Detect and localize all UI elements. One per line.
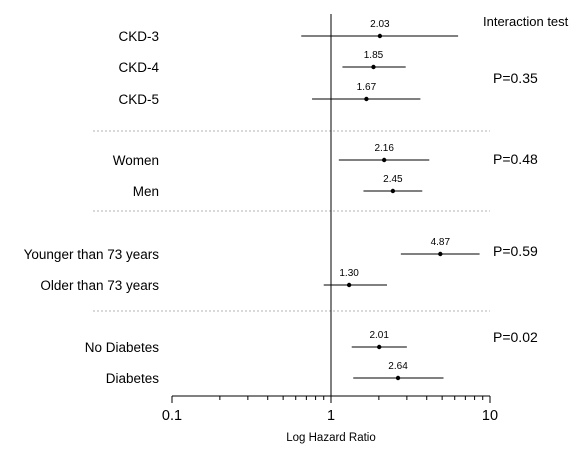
point-estimate — [377, 33, 383, 39]
interaction-header: Interaction test — [483, 14, 569, 29]
estimate-label: 2.45 — [383, 174, 403, 185]
row-label: Women — [113, 153, 159, 168]
row-label: Younger than 73 years — [24, 247, 160, 262]
row-label: Men — [133, 184, 159, 199]
row-label: Older than 73 years — [40, 278, 159, 293]
estimate-label: 2.03 — [370, 19, 390, 30]
x-tick-label: 0.1 — [162, 408, 182, 424]
estimate-label: 2.01 — [369, 330, 389, 341]
estimate-label: 2.64 — [388, 361, 408, 372]
row-label: No Diabetes — [85, 340, 160, 355]
x-tick-label: 1 — [327, 408, 335, 424]
point-estimate — [364, 96, 369, 102]
point-estimate — [346, 282, 352, 288]
point-estimate — [438, 251, 443, 257]
estimate-label: 1.67 — [357, 82, 377, 93]
row-label: CKD-5 — [118, 92, 159, 107]
point-estimate — [377, 344, 382, 350]
point-estimate — [371, 64, 376, 70]
point-estimate — [390, 188, 396, 194]
interaction-p-value: P=0.35 — [493, 70, 538, 86]
x-axis-title: Log Hazard Ratio — [286, 432, 376, 444]
x-tick-label: 10 — [482, 408, 498, 424]
interaction-p-value: P=0.59 — [493, 243, 538, 259]
estimate-label: 1.85 — [364, 50, 384, 61]
estimate-label: 4.87 — [431, 237, 451, 248]
row-label: Diabetes — [106, 371, 160, 386]
interaction-p-value: P=0.02 — [493, 329, 538, 345]
point-estimate — [395, 375, 401, 381]
estimate-label: 2.16 — [374, 143, 394, 154]
row-label: CKD-4 — [118, 60, 159, 75]
estimate-label: 1.30 — [339, 268, 359, 279]
interaction-p-value: P=0.48 — [493, 151, 538, 167]
row-label: CKD-3 — [118, 29, 159, 44]
point-estimate — [381, 157, 387, 163]
